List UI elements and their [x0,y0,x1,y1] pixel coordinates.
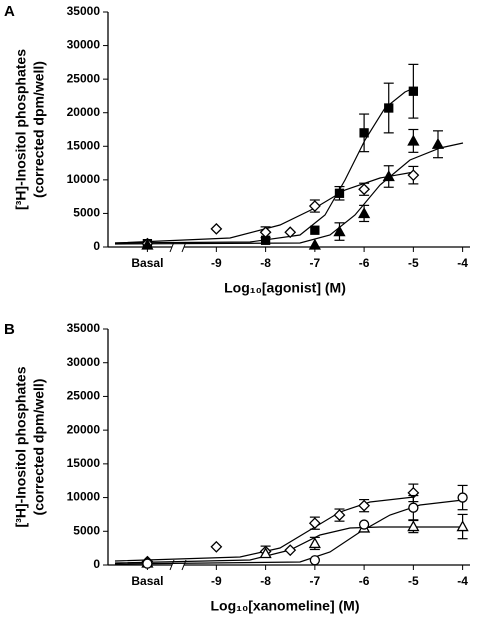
marker [358,207,371,219]
marker [259,547,272,559]
y-tick-label: 0 [93,239,100,253]
marker [384,103,394,113]
axis-break [169,241,175,253]
x-tick-label: -7 [310,574,321,588]
axis-break [181,241,187,253]
x-axis-label: Log₁₀[xanomeline] (M) [211,598,360,614]
y-tick-label: 5000 [73,523,100,537]
x-tick-label: -5 [408,574,419,588]
marker [210,222,223,235]
x-tick-label: -7 [310,256,321,270]
x-tick-label: -5 [408,256,419,270]
y-tick-label: 35000 [67,321,101,335]
y-axis-label: [³H]-Inositol phosphates [13,366,29,527]
marker [308,238,321,250]
panel: B 0 5000 10000 15000 20000 25000 30000 35000 Basa… [4,321,470,614]
marker [259,226,272,239]
panel-label: B [4,321,15,338]
marker [310,225,320,235]
x-tick-label: Basal [131,256,163,270]
y-tick-label: 25000 [67,389,101,403]
marker [407,134,420,146]
y-axis-label: (corrected dpm/well) [31,379,47,516]
x-tick-label: -6 [359,256,370,270]
y-tick-label: 30000 [67,38,101,52]
marker [284,226,297,239]
y-axis-label: [³H]-Inositol phosphates [13,49,29,210]
marker [334,188,345,198]
marker [141,238,154,250]
x-tick-label: -8 [260,256,271,270]
marker [142,558,153,569]
marker [309,555,321,566]
marker [210,540,223,553]
marker [308,200,321,212]
marker [408,502,419,513]
x-tick-label: -4 [457,574,468,588]
marker [382,170,395,182]
y-tick-label: 10000 [67,490,101,504]
y-axis-label: (corrected dpm/well) [31,61,47,198]
fit-curve [114,526,463,564]
marker [407,520,420,532]
y-tick-label: 30000 [67,355,101,369]
x-tick-label: -6 [359,574,370,588]
y-tick-label: 20000 [67,105,101,119]
x-tick-label: -9 [211,256,222,270]
y-tick-label: 0 [93,557,100,571]
marker [358,519,370,530]
x-tick-label: -9 [211,574,222,588]
marker [456,520,469,532]
marker [431,137,445,149]
marker [407,169,420,182]
panel: A 0 5000 10000 15000 20000 25000 30000 35000 Basa… [4,3,470,296]
marker [308,517,321,530]
fit-curve [114,87,415,244]
marker [358,499,371,512]
axis-break [181,559,187,571]
fit-curve [114,496,415,562]
x-tick-label: -4 [457,256,468,270]
y-tick-label: 10000 [67,172,101,186]
marker [284,544,297,557]
marker [333,225,346,237]
y-tick-label: 25000 [67,71,101,85]
panel-label: A [4,3,15,20]
x-tick-label: -8 [260,574,271,588]
y-tick-label: 20000 [67,422,101,436]
axis-break [169,559,175,571]
marker [408,86,419,96]
y-tick-label: 35000 [67,4,101,18]
marker [457,492,468,503]
marker [359,128,369,138]
y-tick-label: 15000 [67,456,101,470]
marker [333,509,346,522]
marker [358,183,371,196]
fit-curve [114,142,464,245]
x-tick-label: Basal [131,574,163,588]
y-tick-label: 15000 [67,138,101,152]
x-axis-label: Log₁₀[agonist] (M) [224,280,346,296]
y-tick-label: 5000 [73,206,100,220]
marker [308,537,321,549]
